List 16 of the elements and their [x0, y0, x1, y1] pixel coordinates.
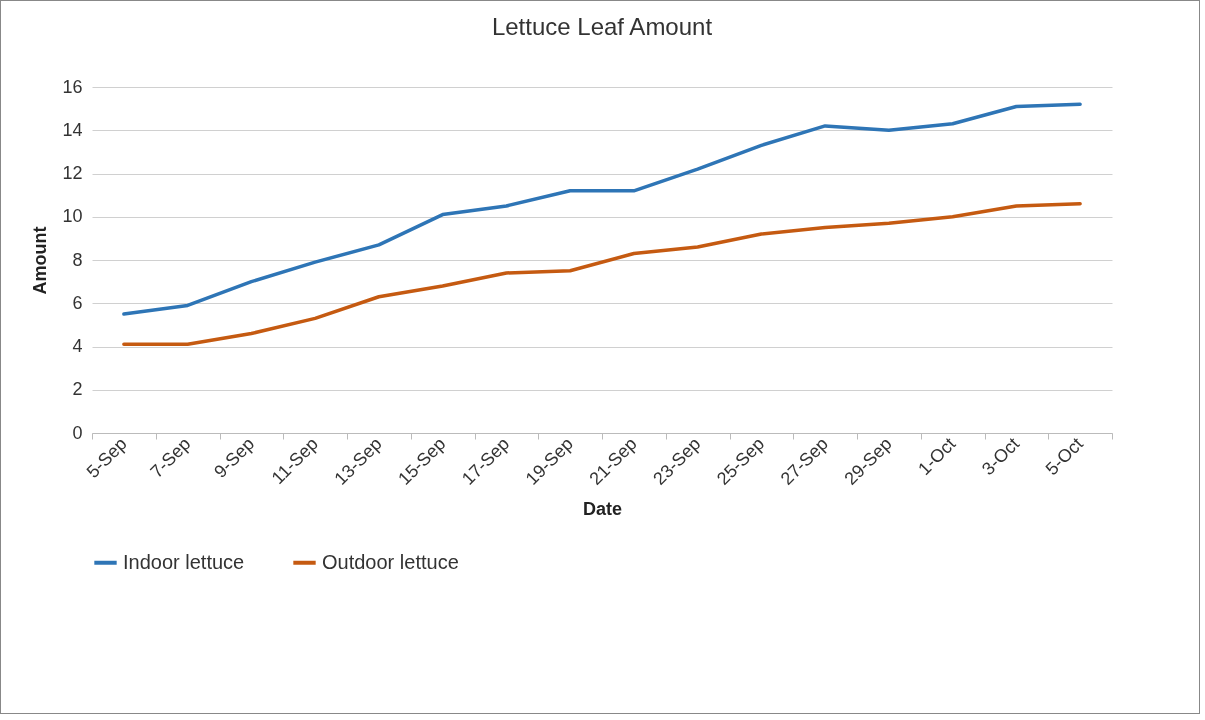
x-axis-title: Date: [582, 498, 623, 519]
legend-label: Indoor lettuce: [123, 550, 245, 573]
y-axis-title: Amount: [30, 226, 51, 295]
y-tick-label: 2: [72, 379, 83, 400]
y-tick-label: 14: [62, 119, 83, 140]
line-series: [122, 102, 1082, 316]
line-series: [122, 202, 1082, 347]
legend-label: Outdoor lettuce: [322, 550, 459, 573]
y-tick-label: 0: [72, 422, 83, 443]
y-tick-label: 4: [72, 336, 83, 356]
y-tick-label: 8: [72, 249, 83, 270]
y-tick-label: 16: [62, 76, 83, 97]
y-tick-label: 6: [72, 292, 83, 313]
y-tick-label: 12: [62, 163, 83, 183]
chart-title: Lettuce Leaf Amount: [491, 13, 713, 40]
y-tick-label: 10: [62, 206, 83, 227]
